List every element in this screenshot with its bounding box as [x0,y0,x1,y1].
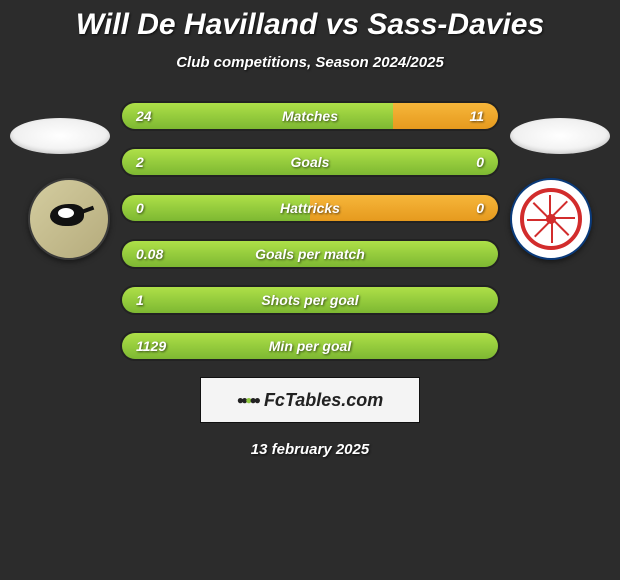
stat-right-value: 0 [476,200,484,216]
stat-overlay: 24Matches11 [122,103,498,129]
stats-container: 24Matches112Goals00Hattricks00.08Goals p… [0,101,620,361]
page-title: Will De Havilland vs Sass-Davies [0,0,620,42]
brand-text: FcTables.com [264,390,383,411]
stat-overlay: 1129Min per goal [122,333,498,359]
stat-row: 0Hattricks0 [120,193,500,223]
stat-right-value: 0 [476,154,484,170]
stat-label: Min per goal [122,338,498,354]
stat-label: Goals per match [122,246,498,262]
stat-left-value: 24 [136,108,152,124]
stat-label: Goals [122,154,498,170]
stat-left-value: 1 [136,292,144,308]
stat-row: 1Shots per goal [120,285,500,315]
subtitle: Club competitions, Season 2024/2025 [0,54,620,71]
stat-overlay: 2Goals0 [122,149,498,175]
stat-left-value: 0 [136,200,144,216]
stat-overlay: 0.08Goals per match [122,241,498,267]
stat-row: 24Matches11 [120,101,500,131]
stat-label: Hattricks [122,200,498,216]
stat-left-value: 0.08 [136,246,163,262]
stat-overlay: 0Hattricks0 [122,195,498,221]
date-line: 13 february 2025 [0,441,620,458]
stat-overlay: 1Shots per goal [122,287,498,313]
stat-row: 2Goals0 [120,147,500,177]
stat-row: 0.08Goals per match [120,239,500,269]
stat-left-value: 1129 [136,338,166,354]
stat-left-value: 2 [136,154,144,170]
stat-label: Matches [122,108,498,124]
stat-label: Shots per goal [122,292,498,308]
brand-logo-icon: ●●●●● [237,393,258,407]
brand-banner: ●●●●● FcTables.com [200,377,420,423]
stat-right-value: 11 [469,108,484,124]
stat-row: 1129Min per goal [120,331,500,361]
